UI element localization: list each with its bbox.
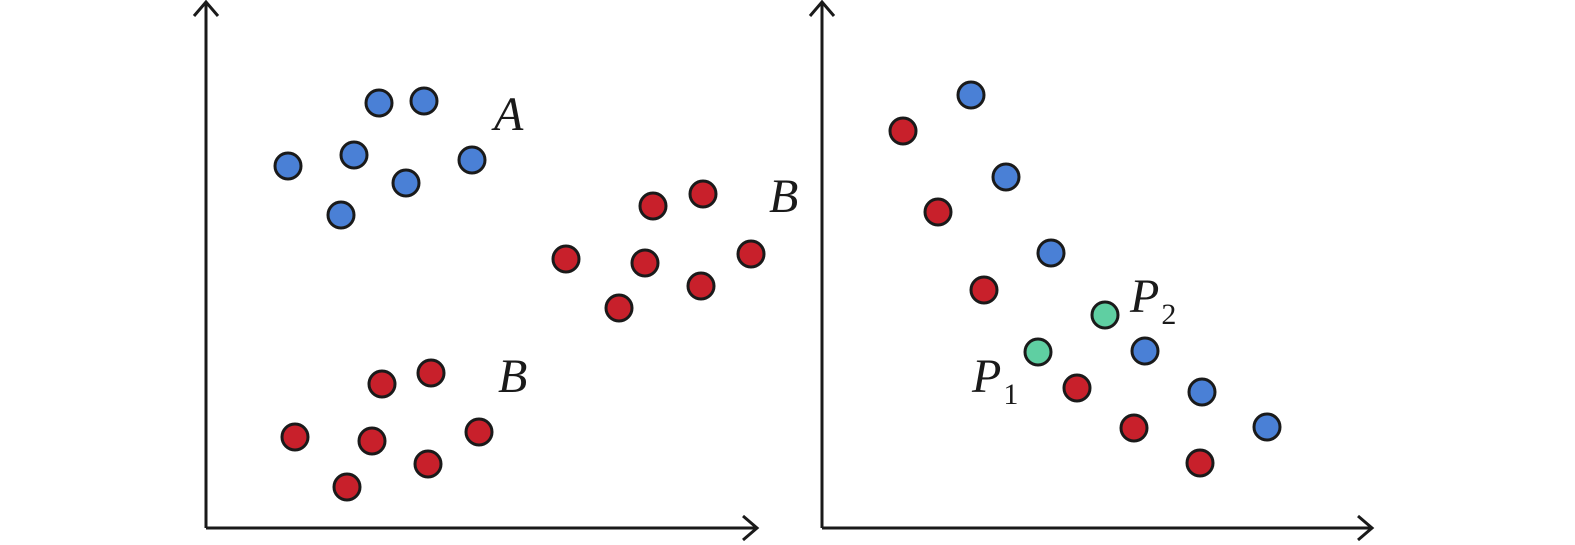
point [273,151,303,181]
point [357,426,387,456]
point [956,80,986,110]
point [367,369,397,399]
point [464,417,494,447]
left-panel: A B B [192,0,798,542]
point [969,275,999,305]
label-main: P [1129,270,1159,323]
point [888,116,918,146]
point [1187,377,1217,407]
point [1252,412,1282,442]
label-main: P [971,350,1001,403]
class-a-points [273,86,487,230]
blue-points [956,80,1282,442]
point [391,168,421,198]
point [1036,238,1066,268]
label: P1 [971,350,1018,411]
point [364,88,394,118]
point [604,293,634,323]
query-points [1023,300,1120,367]
point [630,248,660,278]
point [923,197,953,227]
label-sub: 1 [1003,378,1018,411]
point [991,162,1021,192]
point [1119,413,1149,443]
point [638,191,668,221]
right-panel: P1 P2 [808,0,1375,542]
point [332,472,362,502]
class-b-points [280,179,766,502]
axes [192,0,760,542]
label: A [491,88,524,141]
point [413,449,443,479]
point [280,422,310,452]
point [339,140,369,170]
point [457,145,487,175]
point [1090,300,1120,330]
point [409,86,439,116]
label: P2 [1129,270,1176,331]
red-points [888,116,1215,478]
point [736,239,766,269]
point [686,271,716,301]
point [326,200,356,230]
label: B [498,350,527,403]
label: B [769,170,798,223]
point [551,244,581,274]
point [1023,337,1053,367]
point [1185,448,1215,478]
label-sub: 2 [1161,298,1176,331]
point [688,179,718,209]
point [1062,373,1092,403]
point [1130,336,1160,366]
axes [808,0,1375,542]
point [416,358,446,388]
